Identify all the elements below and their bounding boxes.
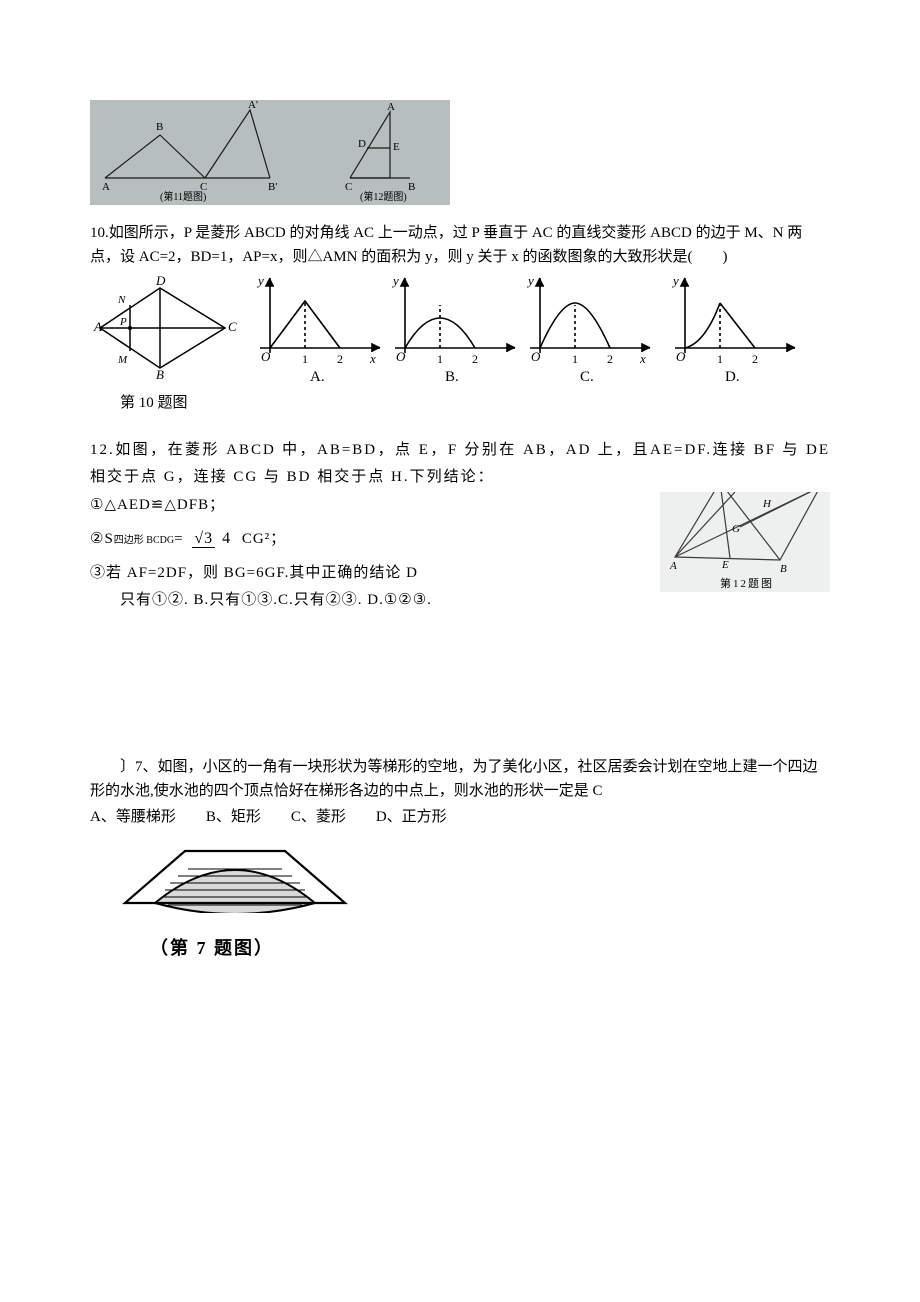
q12-intro: 12.如图，在菱形 ABCD 中，AB=BD，点 E，F 分别在 AB，AD 上… xyxy=(90,437,830,493)
q10c-y: y xyxy=(526,273,534,288)
q10c-2: 2 xyxy=(607,352,613,366)
q12-s2c: CG²； xyxy=(242,531,286,547)
q12f-H: H xyxy=(762,498,773,510)
q12-block: 12.如图，在菱形 ABCD 中，AB=BD，点 E，F 分别在 AB，AD 上… xyxy=(90,437,830,616)
q7-caption: （第 7 题图） xyxy=(150,935,830,962)
top-figures-panel: A B A' B' C (第11题图) A B C D E (第12题图) xyxy=(90,100,830,213)
q10c-x: x xyxy=(639,351,646,366)
q10-label-B: B. xyxy=(445,369,459,383)
q10-svg: A C D B N M P y O 1 2 x xyxy=(90,273,830,383)
q10-rhombus-M: M xyxy=(117,354,128,366)
q12-s3b: 只有①②. B.只有①③.C.只有②③. D.①②③. xyxy=(90,587,610,615)
q10a-O: O xyxy=(261,349,271,364)
q10-rhombus-D: D xyxy=(155,273,166,288)
fig12-label-A: A xyxy=(387,101,395,113)
q10a-x: x xyxy=(369,351,376,366)
q12f-F: F xyxy=(729,492,739,493)
q10-label-A: A. xyxy=(310,369,325,383)
q10b-y: y xyxy=(391,273,399,288)
q10c-1: 1 xyxy=(572,352,578,366)
q7-block: 〕7、如图，小区的一角有一块形状为等梯形的空地，为了美化小区，社区居委会计划在空… xyxy=(90,755,830,962)
fig12-label-C: C xyxy=(345,181,352,193)
q10-label-D: D. xyxy=(725,369,740,383)
q12-s2sub: 四边形 BCDG xyxy=(114,535,174,546)
q10-label-C: C. xyxy=(580,369,594,383)
fig12-label-B: B xyxy=(408,181,415,193)
q10b-O: O xyxy=(396,349,406,364)
q10d-1: 1 xyxy=(717,352,723,366)
q10d-O: O xyxy=(676,349,686,364)
q12-s3a: ③若 AF=2DF，则 BG=6GF.其中正确的结论 D xyxy=(90,560,610,588)
q7-text: 〕7、如图，小区的一角有一块形状为等梯形的空地，为了美化小区，社区居委会计划在空… xyxy=(90,755,830,803)
fig12-label-D: D xyxy=(358,138,366,150)
q10b-1: 1 xyxy=(437,352,443,366)
q12-fraction: √3 4 xyxy=(192,531,233,548)
q10d-y: y xyxy=(671,273,679,288)
q12f-A: A xyxy=(669,560,679,572)
fig11-fig12-svg: A B A' B' C (第11题图) A B C D E (第12题图) xyxy=(90,100,450,205)
q10c-O: O xyxy=(531,349,541,364)
fig11-caption: (第11题图) xyxy=(160,190,206,203)
q10-rhombus-P: P xyxy=(119,316,127,328)
q12f-G: G xyxy=(732,523,742,535)
fig11-label-B: B xyxy=(156,121,163,133)
q12-frac-num: √3 xyxy=(192,530,215,548)
q12f-E: E xyxy=(721,559,731,571)
fig11-label-A: A xyxy=(102,181,110,193)
fig11-label-Ap: A' xyxy=(248,100,258,111)
q10b-2: 2 xyxy=(472,352,478,366)
q10-rhombus-A: A xyxy=(93,319,102,334)
fig12-label-E: E xyxy=(393,141,400,153)
q7-options: A、等腰梯形 B、矩形 C、菱形 D、正方形 xyxy=(90,805,830,829)
q10-rhombus-C: C xyxy=(228,319,237,334)
q12-figure: A B C D E F G H 第12题图 xyxy=(660,492,830,603)
q12f-B: B xyxy=(780,563,789,575)
fig12-caption: (第12题图) xyxy=(360,190,407,203)
q10a-2: 2 xyxy=(337,352,343,366)
q10-rhombus-N: N xyxy=(117,294,126,306)
q10a-1: 1 xyxy=(302,352,308,366)
q12f-caption: 第12题图 xyxy=(720,576,774,590)
fig11-label-Bp: B' xyxy=(268,181,277,193)
q10d-2: 2 xyxy=(752,352,758,366)
q12-statement-1: ①△AED≌△DFB； xyxy=(90,492,610,520)
q10-figures-row: A C D B N M P y O 1 2 x xyxy=(90,273,830,391)
q12-s2eq: = xyxy=(174,531,183,547)
q12-frac-den: 4 xyxy=(220,530,233,547)
q10-text: 10.如图所示，P 是菱形 ABCD 的对角线 AC 上一动点，过 P 垂直于 … xyxy=(90,221,830,269)
q7-figure xyxy=(120,843,830,921)
q10-rhombus-B: B xyxy=(156,367,164,382)
q10a-y: y xyxy=(256,273,264,288)
q10-caption: 第 10 题图 xyxy=(120,392,830,415)
q12-s2a: ②S xyxy=(90,531,114,547)
